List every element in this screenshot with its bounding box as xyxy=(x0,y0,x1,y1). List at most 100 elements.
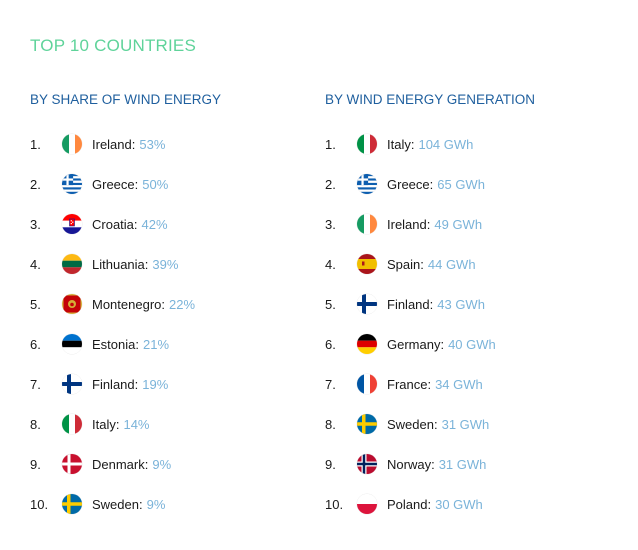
country-name: Finland: xyxy=(92,376,139,392)
list-item: 4. Lithuania: 39% xyxy=(30,244,320,284)
country-value: 31 GWh xyxy=(441,416,490,432)
greece-flag-icon xyxy=(357,174,377,194)
france-flag-icon xyxy=(357,374,377,394)
country-value: 9% xyxy=(146,496,166,512)
country-value: 21% xyxy=(142,336,170,352)
list-item: 8. Sweden: 31 GWh xyxy=(325,404,615,444)
country-name: Greece: xyxy=(92,176,139,192)
country-value: 42% xyxy=(141,216,168,232)
generation-list: 1. Italy: 104 GWh 2. Greece: 65 GWh 3. Ireland:… xyxy=(325,124,615,524)
list-item: 1. Ireland: 53% xyxy=(30,124,320,164)
rank-number: 6. xyxy=(325,336,336,352)
rank-number: 10. xyxy=(30,496,49,512)
rank-number: 5. xyxy=(30,296,41,312)
country-value: 31 GWh xyxy=(438,456,487,472)
poland-flag-icon xyxy=(357,494,377,514)
sweden-flag-icon xyxy=(357,414,377,434)
rank-number: 8. xyxy=(30,416,41,432)
country-value: 43 GWh xyxy=(437,296,485,312)
country-name: Ireland: xyxy=(387,216,431,232)
montenegro-flag-icon xyxy=(62,294,82,314)
list-item: 9. Denmark: 9% xyxy=(30,444,320,484)
country-value: 9% xyxy=(152,456,172,472)
country-name: Poland: xyxy=(387,496,432,512)
ireland-flag-icon xyxy=(357,214,377,234)
country-value: 30 GWh xyxy=(435,496,483,512)
country-name: Sweden: xyxy=(92,496,143,512)
list-item: 4. Spain: 44 GWh xyxy=(325,244,615,284)
list-item: 10. Poland: 30 GWh xyxy=(325,484,615,524)
country-name: Montenegro: xyxy=(92,296,165,312)
country-value: 104 GWh xyxy=(418,136,474,152)
list-item: 3. Ireland: 49 GWh xyxy=(325,204,615,244)
list-item: 8. Italy: 14% xyxy=(30,404,320,444)
list-item: 1. Italy: 104 GWh xyxy=(325,124,615,164)
norway-flag-icon xyxy=(357,454,377,474)
country-name: Germany: xyxy=(387,336,445,352)
country-value: 53% xyxy=(139,136,166,152)
finland-flag-icon xyxy=(357,294,377,314)
country-name: Italy: xyxy=(387,136,415,152)
list-item: 7. France: 34 GWh xyxy=(325,364,615,404)
country-name: Spain: xyxy=(387,256,424,272)
rank-number: 9. xyxy=(325,456,336,472)
rank-number: 8. xyxy=(325,416,336,432)
estonia-flag-icon xyxy=(62,334,82,354)
country-value: 34 GWh xyxy=(435,376,483,392)
country-value: 49 GWh xyxy=(434,216,483,232)
list-item: 9. Norway: 31 GWh xyxy=(325,444,615,484)
list-item: 2. Greece: 65 GWh xyxy=(325,164,615,204)
country-name: Lithuania: xyxy=(92,256,149,272)
rank-number: 1. xyxy=(325,136,336,152)
country-name: Norway: xyxy=(387,456,435,472)
list-item: 7. Finland: 19% xyxy=(30,364,320,404)
country-name: Sweden: xyxy=(387,416,438,432)
sweden-flag-icon xyxy=(62,494,82,514)
list-item: 5. Montenegro: 22% xyxy=(30,284,320,324)
country-value: 44 GWh xyxy=(427,256,476,272)
share-column: BY SHARE OF WIND ENERGY 1. Ireland: 53% 2. G… xyxy=(30,91,320,524)
list-item: 10. Sweden: 9% xyxy=(30,484,320,524)
country-name: Finland: xyxy=(387,296,434,312)
rank-number: 4. xyxy=(325,256,336,272)
country-value: 19% xyxy=(142,376,169,392)
country-value: 40 GWh xyxy=(448,336,496,352)
generation-column: BY WIND ENERGY GENERATION 1. Italy: 104 GW… xyxy=(325,91,615,524)
rank-number: 3. xyxy=(30,216,41,232)
page-title: TOP 10 COUNTRIES xyxy=(30,36,197,55)
country-name: Croatia: xyxy=(92,216,138,232)
share-list: 1. Ireland: 53% 2. Greece: 50% 3. Croatia: 42% 4.… xyxy=(30,124,320,524)
rank-number: 6. xyxy=(30,336,41,352)
country-name: Denmark: xyxy=(92,456,149,472)
lithuania-flag-icon xyxy=(62,254,82,274)
rank-number: 1. xyxy=(30,136,41,152)
greece-flag-icon xyxy=(62,174,82,194)
country-value: 22% xyxy=(169,296,196,312)
denmark-flag-icon xyxy=(62,454,82,474)
rank-number: 10. xyxy=(325,496,344,512)
list-item: 6. Estonia: 21% xyxy=(30,324,320,364)
rank-number: 2. xyxy=(325,176,336,192)
ireland-flag-icon xyxy=(62,134,82,154)
rank-number: 3. xyxy=(325,216,336,232)
italy-flag-icon xyxy=(62,414,82,434)
germany-flag-icon xyxy=(357,334,377,354)
rank-number: 9. xyxy=(30,456,41,472)
croatia-flag-icon xyxy=(62,214,82,234)
rank-number: 4. xyxy=(30,256,41,272)
italy-flag-icon xyxy=(357,134,377,154)
list-item: 3. Croatia: 42% xyxy=(30,204,320,244)
rank-number: 7. xyxy=(325,376,336,392)
rank-number: 5. xyxy=(325,296,336,312)
country-value: 39% xyxy=(152,256,179,272)
rank-number: 2. xyxy=(30,176,41,192)
list-item: 5. Finland: 43 GWh xyxy=(325,284,615,324)
country-name: Ireland: xyxy=(92,136,136,152)
country-name: Estonia: xyxy=(92,336,139,352)
finland-flag-icon xyxy=(62,374,82,394)
list-item: 2. Greece: 50% xyxy=(30,164,320,204)
generation-column-heading: BY WIND ENERGY GENERATION xyxy=(325,92,536,107)
spain-flag-icon xyxy=(357,254,377,274)
share-column-heading: BY SHARE OF WIND ENERGY xyxy=(30,92,222,107)
country-value: 14% xyxy=(123,416,150,432)
